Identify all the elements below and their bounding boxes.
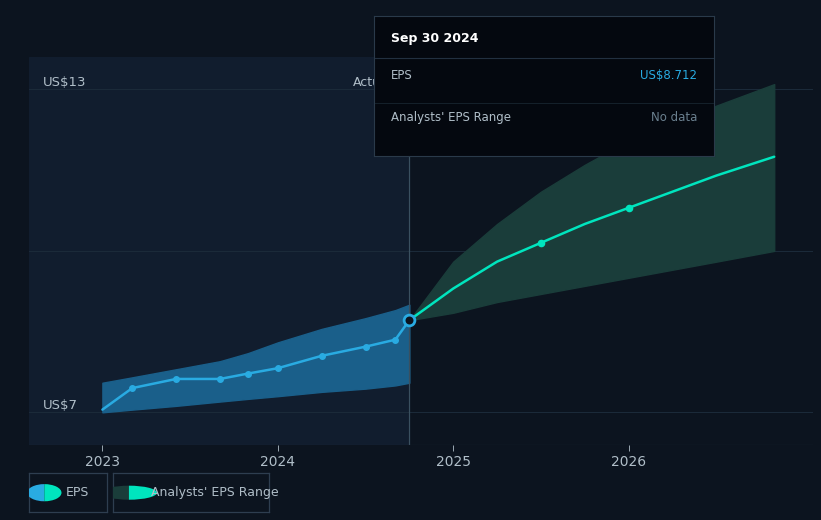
Bar [29, 57, 410, 445]
Text: Analysts' EPS Range: Analysts' EPS Range [151, 486, 278, 499]
Point [271, 364, 284, 372]
Bar [410, 57, 813, 445]
Point [315, 352, 328, 360]
Text: EPS: EPS [67, 486, 89, 499]
Point [403, 316, 416, 324]
Text: US$7: US$7 [43, 399, 78, 412]
Text: Analysts Forecasts: Analysts Forecasts [441, 76, 557, 89]
Point [389, 335, 402, 344]
Text: Actual: Actual [352, 76, 392, 89]
Point [213, 375, 227, 383]
Point [622, 204, 635, 212]
Text: Sep 30 2024: Sep 30 2024 [391, 32, 478, 45]
Text: US$13: US$13 [43, 76, 86, 89]
Wedge shape [27, 484, 44, 501]
Wedge shape [129, 486, 157, 500]
Point [169, 375, 182, 383]
Point [534, 239, 548, 247]
Text: Analysts' EPS Range: Analysts' EPS Range [391, 111, 511, 124]
Text: No data: No data [651, 111, 697, 124]
Wedge shape [101, 486, 129, 500]
Point [241, 369, 255, 378]
Wedge shape [44, 484, 62, 501]
Point [126, 384, 139, 392]
Text: US$8.712: US$8.712 [640, 69, 697, 82]
Text: EPS: EPS [391, 69, 412, 82]
Point [359, 343, 372, 351]
